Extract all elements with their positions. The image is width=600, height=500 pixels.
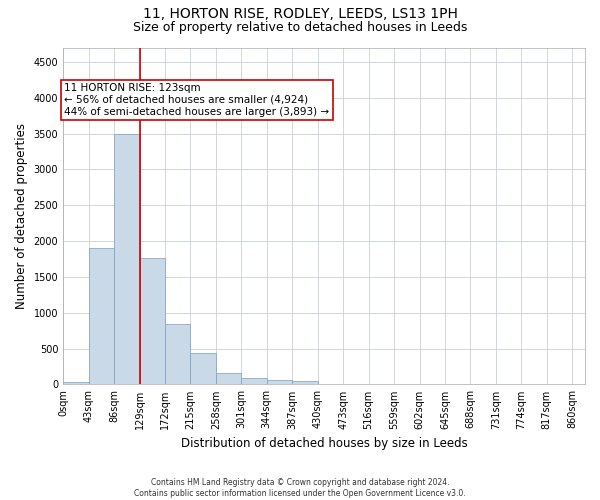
Bar bbox=[114, 134, 140, 384]
Bar bbox=[165, 324, 190, 384]
Bar bbox=[267, 380, 292, 384]
Bar bbox=[89, 248, 114, 384]
Bar bbox=[190, 353, 216, 384]
X-axis label: Distribution of detached houses by size in Leeds: Distribution of detached houses by size … bbox=[181, 437, 467, 450]
Bar bbox=[241, 378, 267, 384]
Bar bbox=[216, 372, 241, 384]
Bar bbox=[292, 381, 318, 384]
Text: Size of property relative to detached houses in Leeds: Size of property relative to detached ho… bbox=[133, 21, 467, 34]
Bar bbox=[140, 258, 165, 384]
Text: 11 HORTON RISE: 123sqm
← 56% of detached houses are smaller (4,924)
44% of semi-: 11 HORTON RISE: 123sqm ← 56% of detached… bbox=[64, 84, 329, 116]
Y-axis label: Number of detached properties: Number of detached properties bbox=[15, 123, 28, 309]
Text: Contains HM Land Registry data © Crown copyright and database right 2024.
Contai: Contains HM Land Registry data © Crown c… bbox=[134, 478, 466, 498]
Bar bbox=[63, 382, 89, 384]
Text: 11, HORTON RISE, RODLEY, LEEDS, LS13 1PH: 11, HORTON RISE, RODLEY, LEEDS, LS13 1PH bbox=[143, 8, 457, 22]
